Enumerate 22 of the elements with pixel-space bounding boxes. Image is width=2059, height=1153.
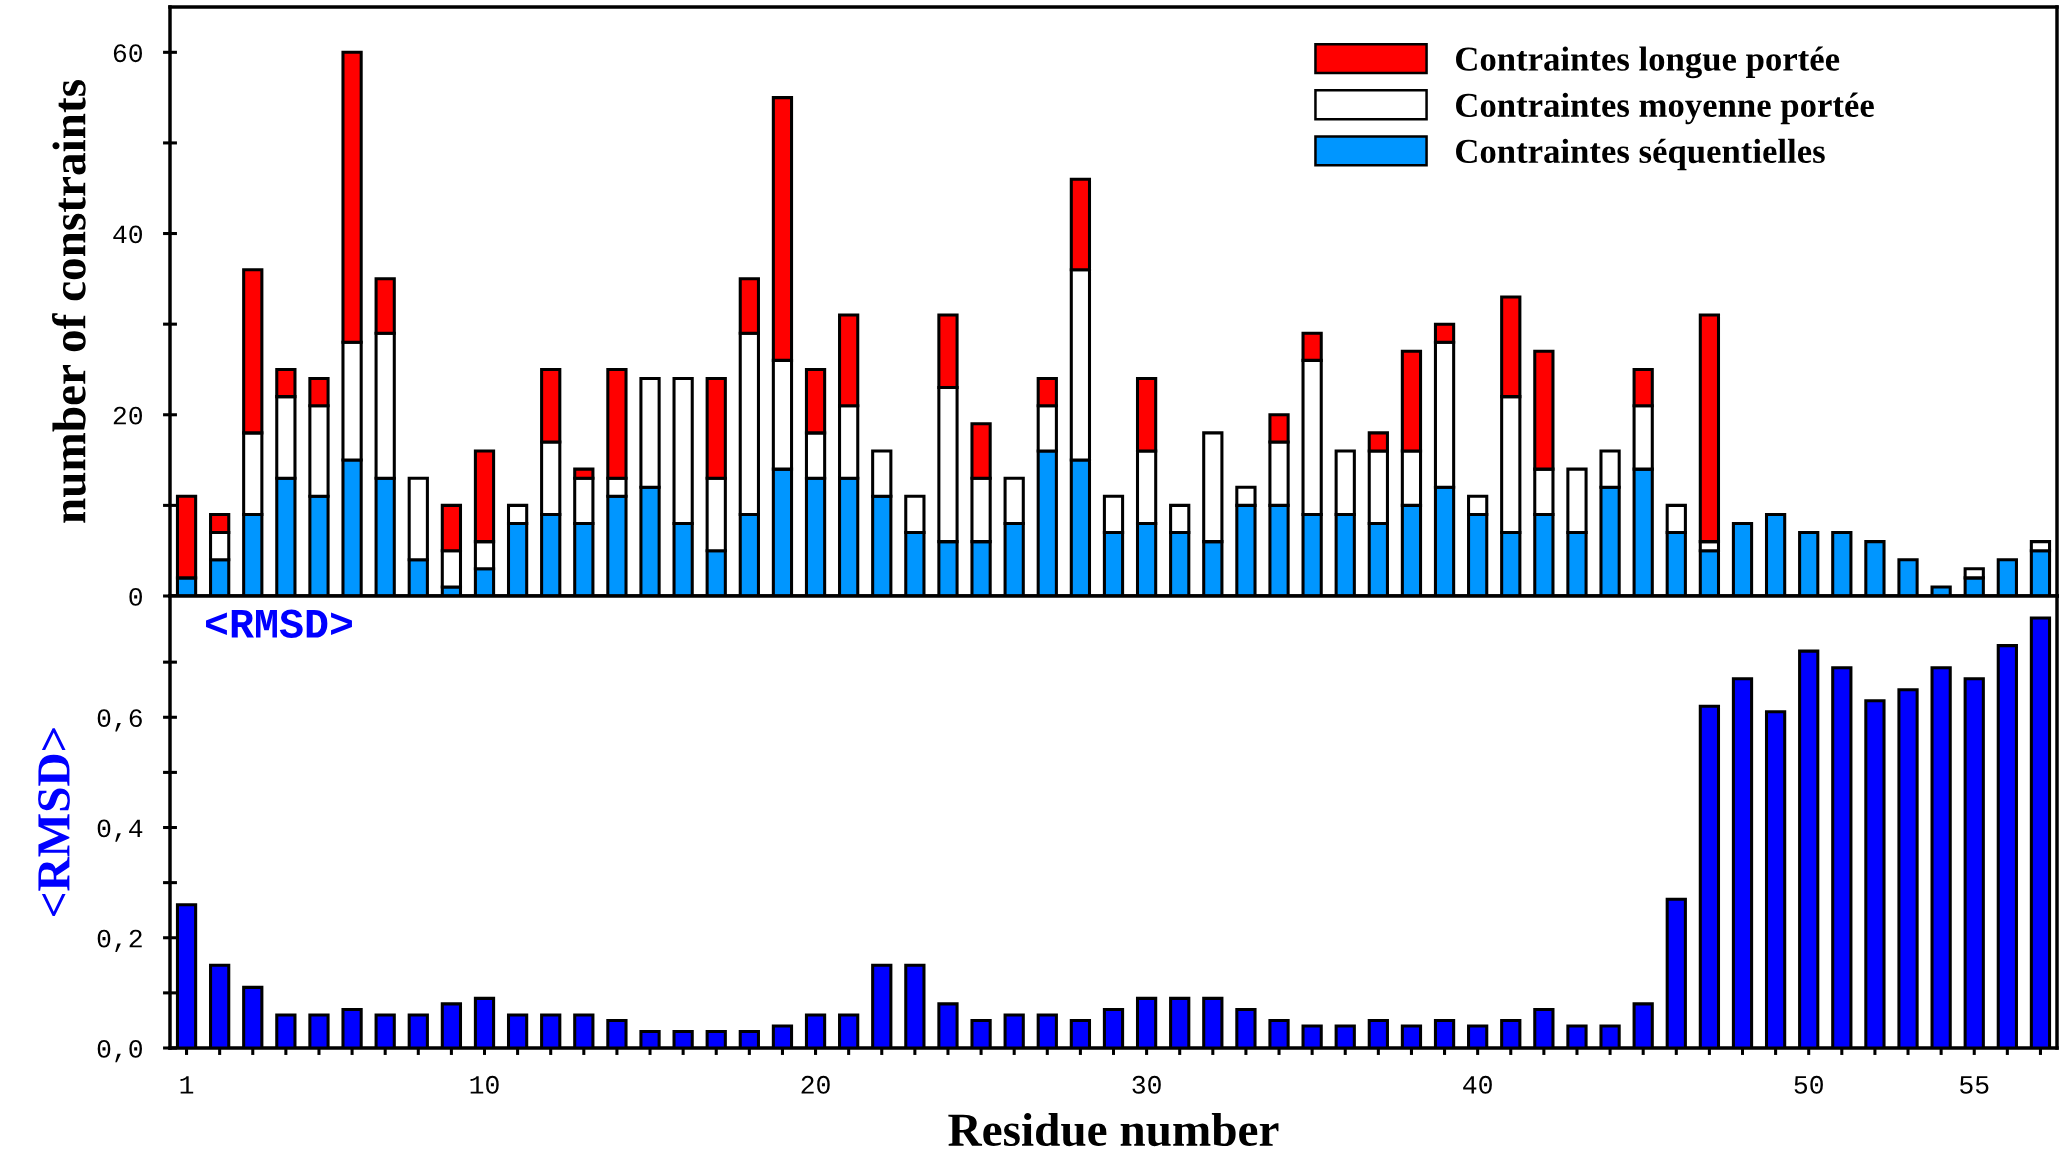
y-tick-label: 0,6: [97, 709, 142, 732]
y-tick-label: 0,0: [97, 1039, 142, 1063]
x-tick-label: 20: [801, 1075, 830, 1094]
y-axis-title: number of constraints: [51, 80, 86, 523]
x-tick-label: 50: [1794, 1075, 1823, 1094]
y-tick-label: 0,4: [97, 819, 143, 842]
x-tick-label: 30: [1132, 1075, 1161, 1094]
legend-label: Contraintes moyenne portée: [1456, 92, 1874, 125]
x-tick-label: 1: [180, 1076, 194, 1094]
x-tick-label: 40: [1463, 1075, 1492, 1094]
annotation: <RMSD>: [206, 609, 352, 638]
x-tick-label: 10: [470, 1075, 499, 1094]
legend-label: Contraintes séquentielles: [1456, 138, 1825, 171]
x-tick-label: 55: [1960, 1076, 1989, 1094]
x-axis-title: Residue number: [948, 1112, 1279, 1147]
y-tick-label: 0,2: [97, 929, 142, 952]
y-axis-title: <RMSD>: [38, 728, 70, 917]
y-tick-label: 40: [113, 225, 142, 244]
y-tick-label: 0: [129, 587, 142, 606]
y-tick-label: 20: [113, 406, 142, 425]
y-tick-label: 60: [113, 44, 142, 63]
legend-label: Contraintes longue portée: [1456, 46, 1840, 79]
